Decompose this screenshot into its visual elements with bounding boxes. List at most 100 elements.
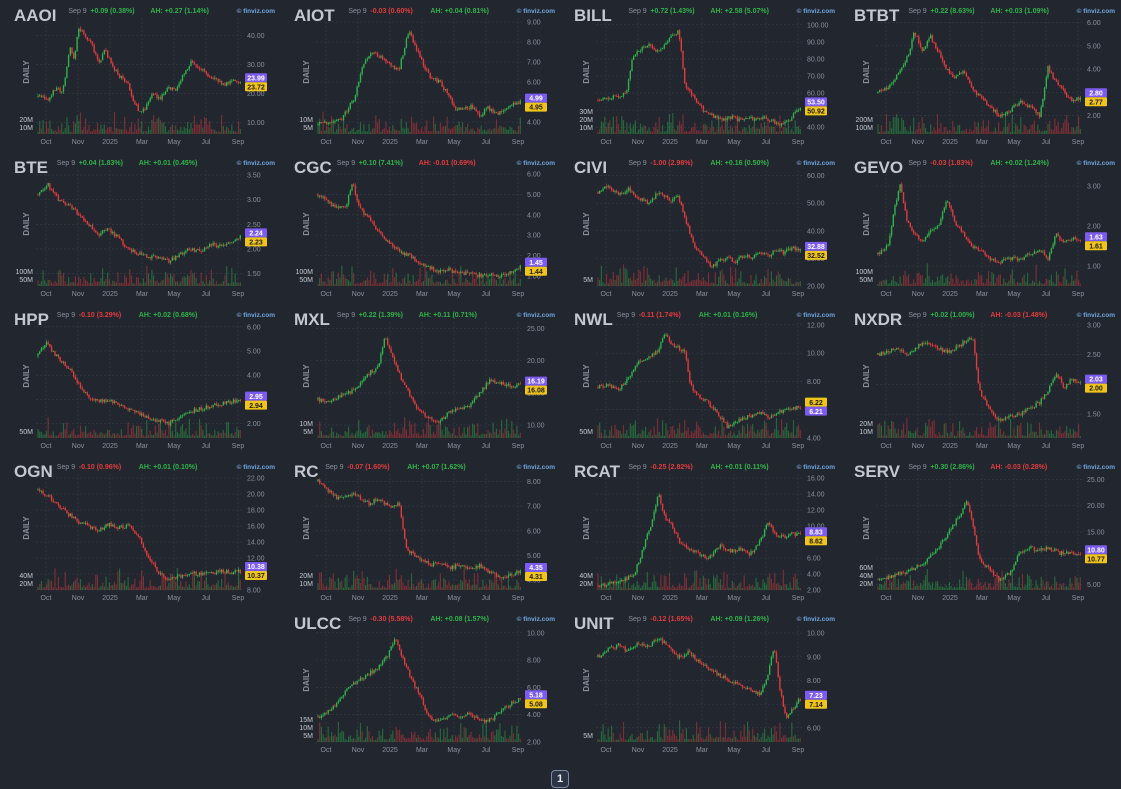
volume-bar bbox=[781, 130, 783, 134]
volume-bar bbox=[675, 434, 677, 438]
volume-bar bbox=[616, 429, 618, 438]
ticker-symbol[interactable]: AAOI bbox=[14, 6, 57, 25]
ticker-symbol[interactable]: AIOT bbox=[294, 6, 335, 25]
volume-bar bbox=[334, 131, 336, 134]
candle-body bbox=[207, 73, 209, 77]
volume-bar bbox=[402, 427, 404, 438]
volume-bar bbox=[690, 127, 693, 134]
candle-body bbox=[61, 360, 63, 363]
candle-body bbox=[614, 386, 616, 389]
volume-bar bbox=[1011, 435, 1013, 438]
candle-body bbox=[227, 400, 230, 402]
volume-bar bbox=[193, 435, 195, 438]
candle-body bbox=[760, 118, 762, 120]
candle-body bbox=[37, 353, 39, 356]
ticker-symbol[interactable]: CIVI bbox=[574, 158, 607, 177]
candle-body bbox=[1059, 85, 1061, 86]
chart-panel-btbt[interactable]: BTBT Sep 9 +0.22 (8.63%) AH: +0.03 (1.09%) ©… bbox=[840, 0, 1120, 152]
candle-body bbox=[463, 272, 465, 275]
ticker-symbol[interactable]: GEVO bbox=[854, 158, 903, 177]
candle-body bbox=[880, 351, 883, 356]
volume-bar bbox=[1071, 127, 1073, 134]
volume-bar bbox=[124, 435, 126, 438]
volume-bar bbox=[516, 283, 518, 286]
chart-panel-aaoi[interactable]: AAOI Sep 9 +0.09 (0.38%) AH: +0.27 (1.14%) ©… bbox=[0, 0, 280, 152]
candle-body bbox=[1030, 254, 1032, 256]
candle-body bbox=[398, 68, 401, 70]
volume-bar bbox=[66, 117, 68, 134]
candle-body bbox=[952, 350, 954, 352]
candle-body bbox=[147, 257, 150, 258]
volume-bar bbox=[176, 281, 178, 286]
chart-panel-hpp[interactable]: HPP Sep 9 -0.10 (3.29%) AH: +0.02 (0.68%) © … bbox=[0, 304, 280, 456]
ticker-symbol[interactable]: NWL bbox=[574, 310, 613, 329]
ticker-symbol[interactable]: MXL bbox=[294, 310, 330, 329]
chart-panel-aiot[interactable]: AIOT Sep 9 -0.03 (0.60%) AH: +0.04 (0.81%) ©… bbox=[280, 0, 560, 152]
candle-body bbox=[178, 575, 180, 577]
candle-body bbox=[171, 419, 173, 422]
volume-bar bbox=[957, 125, 959, 134]
candle-body bbox=[456, 109, 459, 111]
volume-bar bbox=[460, 435, 462, 438]
candle-body bbox=[701, 105, 703, 107]
volume-bar bbox=[144, 435, 146, 438]
volume-bar bbox=[614, 279, 616, 286]
chart-panel-bte[interactable]: BTE Sep 9 +0.04 (1.83%) AH: +0.01 (0.45%) © … bbox=[0, 152, 280, 304]
chart-panel-cgc[interactable]: CGC Sep 9 +0.10 (7.41%) AH: -0.01 (0.69%) © … bbox=[280, 152, 560, 304]
candle-body bbox=[74, 50, 77, 59]
volume-bar bbox=[168, 130, 170, 134]
ticker-symbol[interactable]: NXDR bbox=[854, 310, 902, 329]
candle-body bbox=[507, 383, 510, 385]
candle-body bbox=[977, 247, 979, 251]
candle-body bbox=[78, 521, 80, 524]
chart-panel-mxl[interactable]: MXL Sep 9 +0.22 (1.39%) AH: +0.11 (0.71%) © … bbox=[280, 304, 560, 456]
volume-bar bbox=[467, 123, 469, 134]
candle-body bbox=[421, 56, 423, 60]
volume-bar bbox=[120, 282, 122, 286]
volume-bar bbox=[229, 283, 231, 286]
volume-bar bbox=[222, 126, 224, 134]
volume-bar bbox=[388, 126, 390, 134]
chart-panel-civi[interactable]: CIVI Sep 9 -1.00 (2.98%) AH: +0.16 (0.50%) ©… bbox=[560, 152, 840, 304]
candle-body bbox=[979, 94, 981, 96]
candle-body bbox=[1077, 97, 1080, 100]
volume-bar bbox=[227, 282, 229, 286]
y-tick-label: 60.00 bbox=[807, 173, 825, 180]
x-tick-label: Sep bbox=[512, 443, 525, 450]
candle-body bbox=[432, 419, 435, 421]
volume-bar bbox=[91, 282, 93, 286]
candle-body bbox=[499, 382, 501, 385]
ticker-symbol[interactable]: BTE bbox=[14, 158, 48, 177]
volume-bar bbox=[1040, 429, 1042, 438]
y-tick-label: 90.00 bbox=[807, 39, 825, 46]
candle-body bbox=[894, 349, 896, 351]
candle-body bbox=[415, 45, 418, 50]
chart-panel-gevo[interactable]: GEVO Sep 9 -0.03 (1.83%) AH: +0.02 (1.24%) ©… bbox=[840, 152, 1120, 304]
candle-body bbox=[680, 39, 682, 51]
candle-body bbox=[444, 270, 447, 272]
ticker-symbol[interactable]: BTBT bbox=[854, 6, 900, 25]
ticker-symbol[interactable]: CGC bbox=[294, 158, 332, 177]
candle-body bbox=[383, 339, 385, 348]
x-tick-label: Jul bbox=[1042, 139, 1051, 146]
ticker-symbol[interactable]: HPP bbox=[14, 310, 49, 329]
volume-bar bbox=[477, 423, 479, 438]
candle-body bbox=[1047, 257, 1049, 260]
chart-panel-nxdr[interactable]: NXDR Sep 9 +0.02 (1.00%) AH: -0.03 (1.48%) ©… bbox=[840, 304, 1120, 456]
chart-panel-nwl[interactable]: NWL Sep 9 -0.11 (1.74%) AH: +0.01 (0.16%) © … bbox=[560, 304, 840, 456]
volume-bar bbox=[1072, 127, 1075, 134]
candle-body bbox=[960, 344, 962, 347]
after-hours-price-badge: 6.22 bbox=[805, 397, 827, 407]
volume-bar bbox=[1035, 264, 1037, 286]
volume-bar bbox=[221, 432, 223, 438]
chart-panel-ogn[interactable]: OGN Sep 9 -0.10 (0.96%) AH: +0.01 (0.10%) © … bbox=[0, 456, 280, 608]
candles bbox=[37, 26, 241, 114]
candle-body bbox=[782, 409, 784, 413]
volume-bar bbox=[919, 128, 922, 134]
candle-body bbox=[492, 380, 494, 382]
ticker-symbol[interactable]: BILL bbox=[574, 6, 612, 25]
candle-body bbox=[1015, 104, 1017, 106]
volume-bar bbox=[1001, 130, 1003, 134]
candle-body bbox=[933, 345, 935, 347]
chart-panel-bill[interactable]: BILL Sep 9 +0.72 (1.43%) AH: +2.58 (5.07%) ©… bbox=[560, 0, 840, 152]
